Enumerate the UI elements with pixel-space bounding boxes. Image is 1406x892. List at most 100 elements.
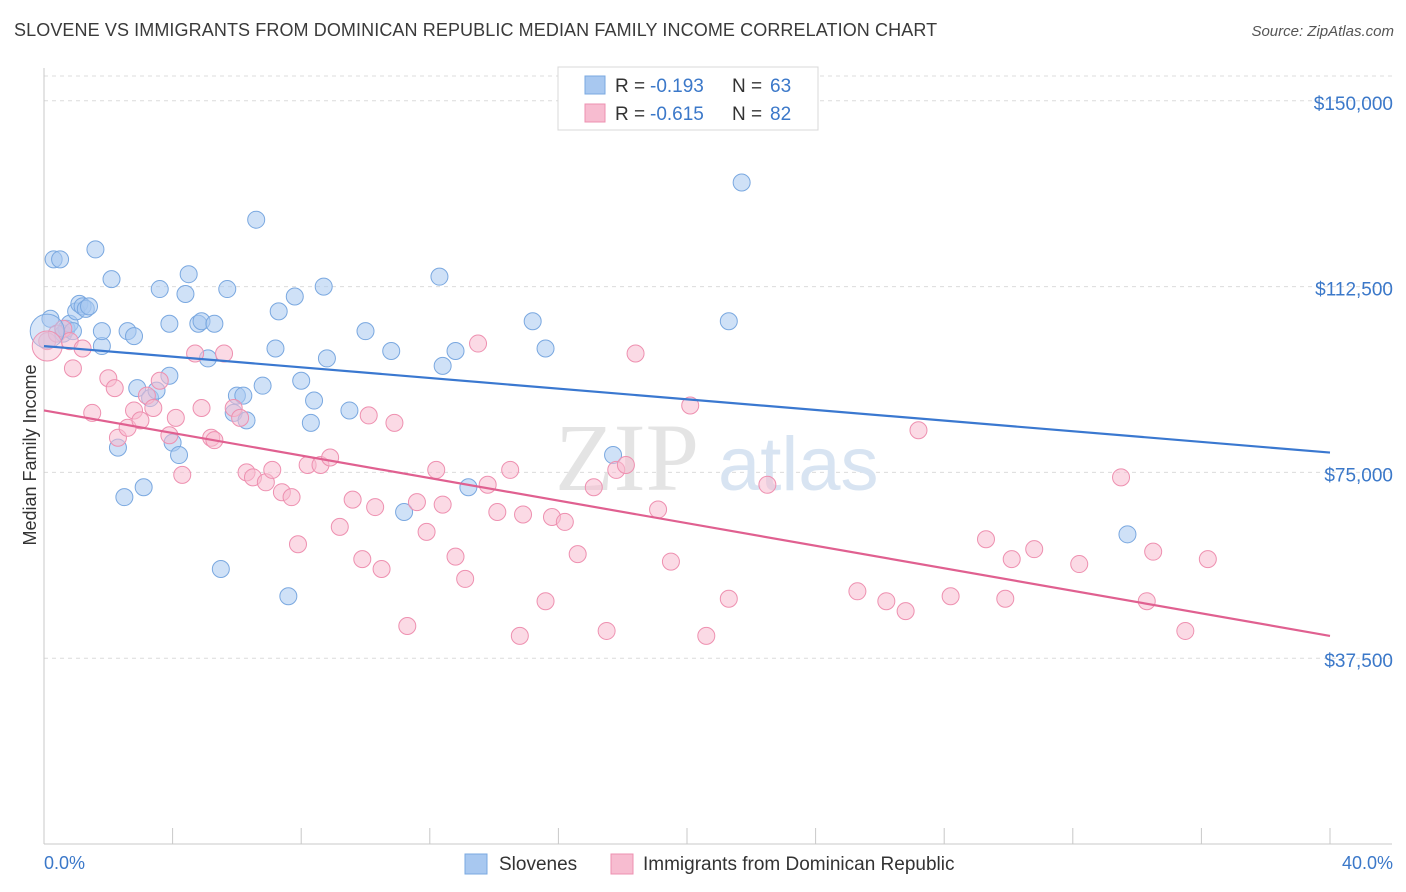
data-point-1-65 — [649, 500, 668, 519]
data-point-0-19 — [125, 327, 144, 346]
data-point-1-14 — [144, 398, 163, 417]
data-point-1-37 — [343, 490, 362, 509]
data-point-1-15 — [150, 371, 169, 390]
data-point-0-50 — [314, 277, 333, 296]
data-point-1-76 — [976, 530, 995, 549]
data-point-0-24 — [150, 280, 169, 299]
chart-source: Source: ZipAtlas.com — [1251, 23, 1394, 40]
data-point-1-74 — [909, 421, 928, 440]
data-point-1-4 — [63, 359, 82, 378]
data-point-1-48 — [446, 547, 465, 566]
data-point-1-79 — [1025, 540, 1044, 559]
series-dominican — [38, 319, 1217, 645]
chart-title: SLOVENE VS IMMIGRANTS FROM DOMINICAN REP… — [14, 20, 938, 40]
data-point-0-63 — [719, 312, 738, 331]
data-point-0-65 — [1118, 525, 1137, 544]
data-point-1-20 — [192, 398, 211, 417]
data-point-1-51 — [478, 475, 497, 494]
data-point-1-46 — [427, 460, 446, 479]
legend-label-slovenes: Slovenes — [499, 854, 577, 875]
data-point-1-50 — [469, 334, 488, 353]
data-point-1-80 — [1070, 555, 1089, 574]
data-point-0-45 — [279, 587, 298, 606]
data-point-1-66 — [661, 552, 680, 571]
data-point-1-82 — [1137, 592, 1156, 611]
stats-r-value-2: -0.615 — [650, 104, 704, 125]
data-point-1-52 — [488, 503, 507, 522]
x-tick-label-min: 0.0% — [44, 853, 85, 873]
data-point-1-72 — [877, 592, 896, 611]
y-tick-label-3: $150,000 — [1314, 94, 1393, 115]
series-slovenes — [41, 173, 1137, 606]
data-point-0-57 — [433, 356, 452, 375]
data-point-1-55 — [514, 505, 533, 524]
data-point-1-36 — [330, 517, 349, 536]
data-point-0-48 — [301, 413, 320, 432]
x-tick-label-max: 40.0% — [1342, 853, 1393, 873]
data-point-0-58 — [446, 341, 465, 360]
data-point-1-83 — [1144, 542, 1163, 561]
data-point-0-12 — [86, 240, 105, 259]
gridlines — [44, 75, 1392, 659]
stats-r-value-1: -0.193 — [650, 76, 704, 97]
watermark-atlas: atlas — [718, 422, 879, 507]
data-point-0-21 — [134, 478, 153, 497]
stats-n-value-1: 63 — [770, 76, 791, 97]
data-point-1-8 — [105, 379, 124, 398]
data-point-1-53 — [501, 460, 520, 479]
data-point-0-28 — [170, 446, 189, 465]
data-point-1-63 — [616, 455, 635, 474]
data-point-0-53 — [356, 322, 375, 341]
data-point-0-54 — [382, 341, 401, 360]
data-point-0-56 — [430, 267, 449, 286]
data-point-0-39 — [234, 386, 253, 405]
stats-swatch-slovenes — [584, 75, 606, 95]
data-point-0-2 — [51, 250, 70, 269]
data-point-0-59 — [459, 478, 478, 497]
data-point-0-36 — [218, 280, 237, 299]
data-point-0-41 — [247, 210, 266, 229]
data-point-1-39 — [359, 406, 378, 425]
stats-n-label-2: N = — [732, 104, 762, 125]
data-point-1-77 — [996, 589, 1015, 608]
data-point-0-14 — [92, 322, 111, 341]
data-point-1-42 — [385, 413, 404, 432]
stats-n-value-2: 82 — [770, 104, 791, 125]
data-point-1-40 — [366, 498, 385, 517]
data-point-1-64 — [626, 344, 645, 363]
y-tick-labels: $37,500 $75,000 $112,500 $150,000 — [1314, 94, 1393, 672]
data-point-1-45 — [417, 522, 436, 541]
data-point-1-25 — [231, 408, 250, 427]
data-point-1-68 — [697, 626, 716, 645]
data-point-0-47 — [292, 371, 311, 390]
data-point-1-43 — [398, 616, 417, 635]
data-point-1-59 — [568, 545, 587, 564]
data-point-0-30 — [179, 265, 198, 284]
data-point-1-18 — [173, 465, 192, 484]
data-point-0-11 — [80, 297, 99, 316]
data-point-0-43 — [266, 339, 285, 358]
stats-r-label-2: R = — [615, 104, 645, 125]
data-point-1-81 — [1112, 468, 1131, 487]
trend-layer — [43, 344, 1331, 637]
points-layer — [29, 173, 1217, 645]
data-point-0-44 — [269, 302, 288, 321]
data-point-0-64 — [732, 173, 751, 192]
data-point-0-52 — [340, 401, 359, 420]
watermark: ZIP atlas — [555, 404, 879, 511]
y-axis-label: Median Family Income — [20, 364, 40, 545]
data-point-1-58 — [555, 512, 574, 531]
trend-line-0 — [43, 344, 1331, 454]
y-tick-label-1: $75,000 — [1324, 465, 1393, 486]
data-point-1-54 — [510, 626, 529, 645]
data-point-1-70 — [758, 475, 777, 494]
data-point-1-69 — [719, 589, 738, 608]
data-point-1-41 — [372, 560, 391, 579]
data-point-1-49 — [456, 569, 475, 588]
data-point-1-12 — [131, 411, 150, 430]
data-point-1-31 — [282, 488, 301, 507]
trend-line-1 — [43, 409, 1331, 637]
y-tick-label-0: $37,500 — [1324, 651, 1393, 672]
data-point-1-75 — [941, 587, 960, 606]
